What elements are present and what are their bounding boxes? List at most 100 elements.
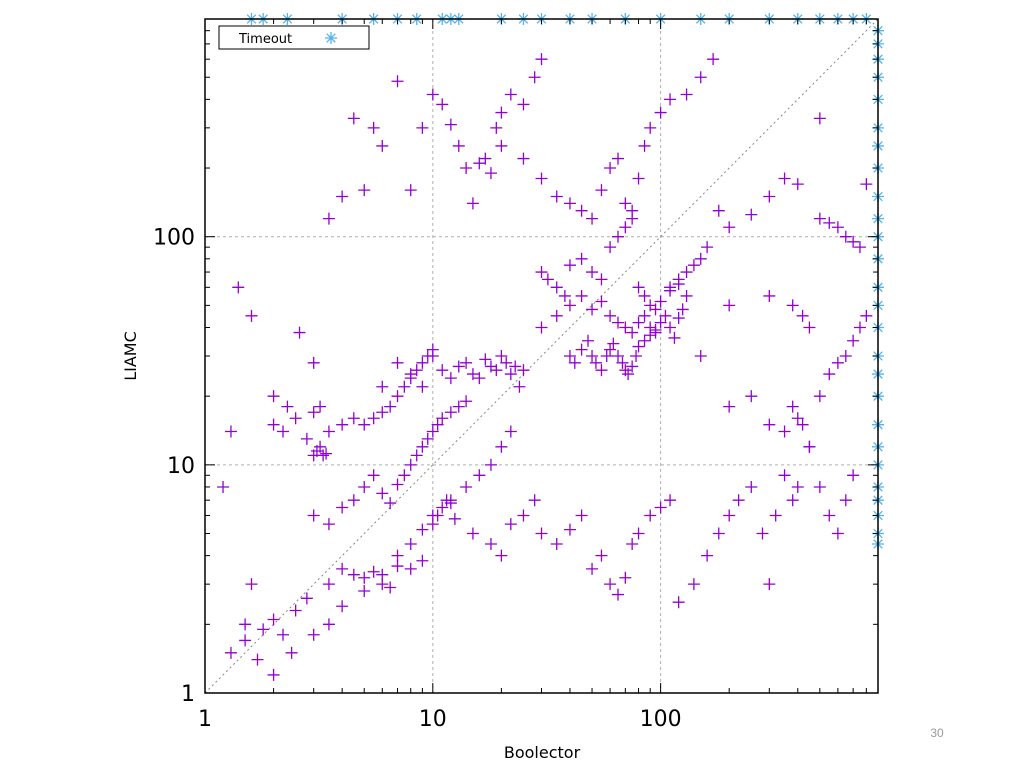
data-point bbox=[611, 350, 624, 362]
data-point bbox=[680, 289, 693, 302]
data-point bbox=[391, 560, 404, 573]
data-point bbox=[654, 501, 667, 514]
data-point bbox=[632, 316, 645, 329]
data-point bbox=[630, 350, 643, 362]
data-point bbox=[672, 273, 685, 286]
data-point bbox=[513, 380, 526, 393]
data-point bbox=[500, 356, 513, 369]
data-point bbox=[541, 273, 554, 286]
data-point bbox=[391, 390, 404, 403]
data-point bbox=[847, 235, 860, 248]
data-point bbox=[563, 523, 576, 536]
data-point bbox=[367, 469, 380, 482]
data-point bbox=[460, 480, 473, 493]
data-point bbox=[367, 121, 380, 134]
data-point bbox=[680, 88, 693, 101]
data-point bbox=[391, 478, 404, 491]
data-point bbox=[756, 527, 769, 540]
data-point bbox=[763, 190, 776, 203]
data-point bbox=[823, 368, 836, 381]
data-point bbox=[638, 334, 651, 347]
data-point bbox=[416, 523, 429, 536]
data-point bbox=[550, 537, 563, 550]
data-point bbox=[504, 518, 517, 531]
data-point bbox=[654, 316, 667, 329]
data-point bbox=[336, 190, 349, 203]
data-point bbox=[600, 350, 613, 362]
data-point bbox=[687, 259, 700, 272]
data-point bbox=[778, 425, 791, 438]
data-point bbox=[277, 628, 290, 641]
data-point bbox=[575, 252, 588, 265]
data-point bbox=[847, 469, 860, 482]
data-point bbox=[763, 418, 776, 431]
data-point bbox=[619, 321, 632, 334]
data-point bbox=[416, 356, 429, 369]
data-point bbox=[436, 501, 449, 514]
data-point bbox=[839, 230, 852, 243]
data-point bbox=[604, 309, 617, 322]
data-point bbox=[426, 425, 439, 438]
data-point bbox=[563, 350, 576, 362]
data-point bbox=[611, 588, 624, 601]
data-point bbox=[616, 356, 629, 369]
data-point bbox=[813, 112, 826, 125]
legend-star-marker bbox=[325, 32, 337, 44]
data-point bbox=[550, 190, 563, 203]
data-point bbox=[416, 554, 429, 567]
data-point bbox=[285, 646, 298, 659]
data-point bbox=[803, 440, 816, 453]
data-point bbox=[367, 412, 380, 425]
data-point bbox=[391, 75, 404, 88]
data-point bbox=[672, 596, 685, 609]
data-point bbox=[558, 289, 571, 302]
data-point bbox=[796, 309, 809, 322]
data-point bbox=[626, 360, 639, 373]
data-point bbox=[289, 604, 302, 617]
data-point bbox=[436, 98, 449, 111]
data-point bbox=[495, 350, 508, 362]
tick-labels: 1 10 100 1 10 100 bbox=[153, 226, 682, 732]
data-point bbox=[504, 425, 517, 438]
data-point bbox=[644, 121, 657, 134]
data-point bbox=[712, 204, 725, 217]
data-point bbox=[421, 350, 434, 362]
data-point bbox=[460, 395, 473, 408]
data-point bbox=[823, 509, 836, 522]
data-point bbox=[769, 509, 782, 522]
data-point bbox=[410, 449, 423, 462]
data-point bbox=[664, 281, 677, 294]
data-point bbox=[649, 303, 662, 316]
data-point bbox=[687, 578, 700, 591]
data-point bbox=[444, 406, 457, 419]
data-point bbox=[586, 212, 599, 225]
data-point bbox=[723, 221, 736, 234]
legend-marker-timeout bbox=[325, 32, 337, 44]
data-point bbox=[535, 266, 548, 279]
data-point bbox=[763, 578, 776, 591]
data-point bbox=[336, 600, 349, 613]
x-tick-label: 100 bbox=[640, 707, 682, 732]
data-point bbox=[307, 406, 320, 419]
legend: Timeout bbox=[218, 25, 370, 50]
data-point bbox=[358, 480, 371, 493]
data-point bbox=[473, 372, 486, 385]
data-point bbox=[504, 368, 517, 381]
data-point bbox=[632, 340, 645, 353]
data-point bbox=[314, 440, 327, 453]
data-point bbox=[251, 653, 264, 666]
y-tick-label: 10 bbox=[167, 454, 195, 479]
data-point bbox=[376, 487, 389, 500]
data-point bbox=[307, 628, 320, 641]
data-point bbox=[376, 139, 389, 152]
data-point bbox=[638, 289, 651, 302]
data-point bbox=[358, 184, 371, 197]
data-point bbox=[436, 412, 449, 425]
data-point bbox=[239, 634, 252, 647]
data-point bbox=[336, 501, 349, 514]
data-point bbox=[426, 343, 439, 356]
data-point bbox=[607, 337, 620, 350]
data-point bbox=[426, 88, 439, 101]
data-point bbox=[622, 368, 635, 381]
data-point bbox=[267, 613, 280, 626]
